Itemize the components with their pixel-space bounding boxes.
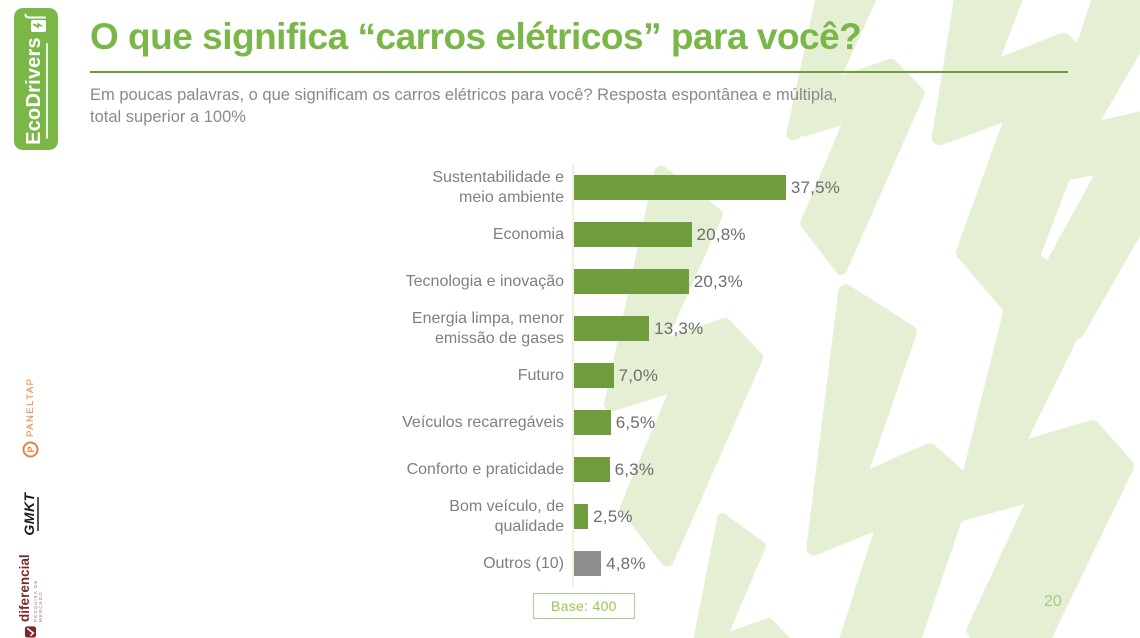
bar-track: 37,5% bbox=[572, 164, 840, 211]
value-label: 13,3% bbox=[654, 318, 704, 338]
bar-track: 7,0% bbox=[572, 352, 658, 399]
svg-text:P: P bbox=[26, 446, 36, 452]
category-label: Bom veículo, de qualidade bbox=[449, 497, 564, 535]
bar-track: 6,5% bbox=[572, 399, 655, 446]
value-label: 6,3% bbox=[614, 459, 655, 479]
paneltap-logo: P PANELTAP bbox=[8, 358, 52, 458]
charging-pump-icon bbox=[24, 13, 46, 33]
gmkt-tagline-line bbox=[36, 497, 39, 531]
gmkt-logo-text: GMKT bbox=[20, 492, 37, 536]
chart-row: Conforto e praticidade 6,3% bbox=[380, 446, 840, 493]
chart-row: Outros (10) 4,8% bbox=[380, 540, 840, 587]
category-label: Veículos recarregáveis bbox=[402, 413, 564, 431]
category-label: Tecnologia e inovação bbox=[405, 272, 564, 290]
bar bbox=[574, 551, 602, 576]
bar-track: 13,3% bbox=[572, 305, 703, 352]
value-label: 6,5% bbox=[615, 412, 656, 432]
value-label: 37,5% bbox=[790, 177, 841, 197]
category-label: Sustentabilidade e meio ambiente bbox=[432, 168, 564, 206]
chart-row: Economia 20,8% bbox=[380, 211, 840, 258]
category-label: Outros (10) bbox=[483, 554, 564, 572]
chart-row: Futuro 7,0% bbox=[380, 352, 840, 399]
diferencial-logo-text: diferencial bbox=[16, 554, 32, 622]
bar bbox=[574, 316, 650, 341]
ecodrivers-logo: EcoDrivers bbox=[14, 8, 58, 150]
value-label: 20,8% bbox=[696, 224, 746, 244]
ecodrivers-logo-text: EcoDrivers bbox=[23, 37, 45, 145]
category-label: Futuro bbox=[517, 366, 564, 384]
bar bbox=[574, 504, 589, 529]
diferencial-tagline: pesquisa de mercado bbox=[32, 579, 43, 622]
value-label: 7,0% bbox=[618, 365, 659, 385]
paneltap-p-icon: P bbox=[22, 441, 38, 458]
bar bbox=[574, 175, 786, 200]
value-label: 4,8% bbox=[606, 553, 646, 573]
bar bbox=[574, 363, 614, 388]
bar-chart: Sustentabilidade e meio ambiente 37,5% Eco… bbox=[380, 164, 840, 587]
value-label: 2,5% bbox=[593, 506, 633, 526]
diferencial-logo: diferencial pesquisa de mercado bbox=[6, 552, 54, 638]
bar-track: 20,8% bbox=[572, 211, 746, 258]
bar-track: 2,5% bbox=[572, 493, 633, 540]
ecodrivers-tagline-line bbox=[46, 43, 48, 139]
bar-track: 6,3% bbox=[572, 446, 654, 493]
paneltap-logo-text: PANELTAP bbox=[24, 377, 36, 437]
category-label: Conforto e praticidade bbox=[406, 460, 564, 478]
bar bbox=[574, 457, 610, 482]
chart-row: Tecnologia e inovação 20,3% bbox=[380, 258, 840, 305]
bar-track: 4,8% bbox=[572, 540, 646, 587]
category-label: Energia limpa, menor emissão de gases bbox=[411, 309, 564, 347]
subtitle: Em poucas palavras, o que significam os … bbox=[90, 86, 838, 127]
chart-row: Energia limpa, menor emissão de gases 13,… bbox=[380, 305, 840, 352]
page-title: O que significa “carros elétricos” para … bbox=[90, 16, 862, 57]
page-number: 20 bbox=[1044, 593, 1062, 610]
ghost-white-label: 640 % bbox=[748, 133, 820, 155]
chart-row: Sustentabilidade e meio ambiente 37,5% bbox=[380, 164, 840, 211]
category-label: Economia bbox=[492, 225, 564, 243]
bar bbox=[574, 222, 692, 247]
base-badge: Base: 400 bbox=[533, 593, 635, 619]
chart-row: Veículos recarregáveis 6,5% bbox=[380, 399, 840, 446]
bar bbox=[574, 410, 611, 435]
value-label: 20,3% bbox=[693, 271, 743, 291]
bar-track: 20,3% bbox=[572, 258, 743, 305]
diferencial-check-icon bbox=[24, 626, 36, 638]
gmkt-logo: GMKT bbox=[8, 482, 52, 546]
chart-row: Bom veículo, de qualidade 2,5% bbox=[380, 493, 840, 540]
title-underline bbox=[90, 71, 1068, 73]
bar bbox=[574, 269, 689, 294]
